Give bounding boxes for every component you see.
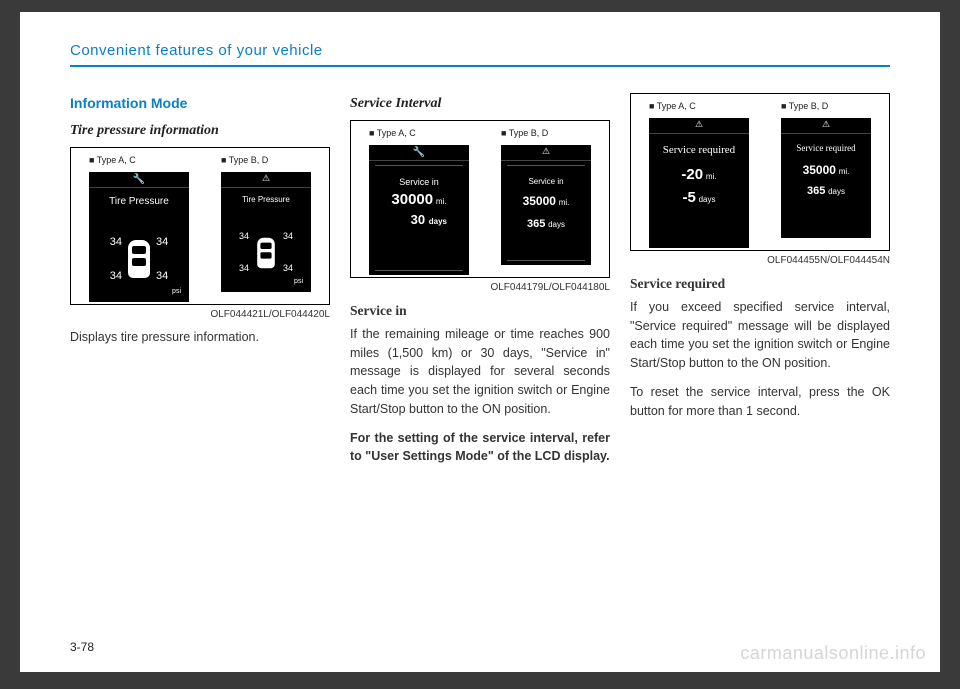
wrench-icon: 🔧	[413, 145, 425, 160]
days-value: -5	[682, 189, 695, 206]
heading-information-mode: Information Mode	[70, 93, 330, 114]
miles-unit: mi.	[839, 167, 850, 176]
heading-tire-pressure: Tire pressure information	[70, 120, 330, 141]
miles-value: -20	[681, 166, 703, 183]
figure-caption: OLF044455N/OLF044454N	[630, 253, 890, 268]
heading-service-interval: Service Interval	[350, 93, 610, 114]
screen-title: Tire Pressure	[221, 194, 311, 206]
subheading-service-in: Service in	[350, 301, 610, 321]
tire-fr: 34	[283, 230, 293, 244]
lcd-screen-tire-b: ⚠ Tire Pressure 34 34 34 34	[221, 172, 311, 292]
tire-fr: 34	[156, 234, 168, 251]
wrench-icon: 🔧	[133, 172, 145, 187]
days-value: 30	[411, 212, 425, 227]
screen-group-b: ■ Type B, D ⚠ Service in 35000 mi. 365 d…	[501, 127, 591, 265]
screen-title: Tire Pressure	[89, 194, 189, 209]
type-label-ac: ■ Type A, C	[89, 154, 189, 168]
miles-unit: mi.	[706, 172, 717, 181]
content-columns: Information Mode Tire pressure informati…	[70, 93, 890, 476]
miles-value: 35000	[803, 163, 836, 177]
subheading-service-required: Service required	[630, 274, 890, 294]
manual-page: Convenient features of your vehicle Info…	[20, 12, 940, 672]
service-in-label: Service in	[369, 176, 469, 190]
figure-tire-pressure: ■ Type A, C 🔧 Tire Pressure 34 34	[70, 147, 330, 305]
car-icon	[128, 240, 150, 278]
screen-group-a: ■ Type A, C ⚠ Service required -20 mi. -…	[649, 100, 749, 248]
days-unit: days	[828, 187, 845, 196]
lcd-screen-tire-a: 🔧 Tire Pressure 34 34 34 34	[89, 172, 189, 302]
service-in-label: Service in	[501, 176, 591, 188]
lcd-screen-service-b: ⚠ Service in 35000 mi. 365 days	[501, 145, 591, 265]
body-text: If you exceed specified service interval…	[630, 298, 890, 373]
miles-unit: mi.	[436, 197, 447, 206]
body-text: If the remaining mileage or time reaches…	[350, 325, 610, 419]
figure-caption: OLF044179L/OLF044180L	[350, 280, 610, 295]
service-required-title: Service required	[649, 142, 749, 159]
warn-icon: ⚠	[822, 118, 830, 132]
lcd-screen-required-a: ⚠ Service required -20 mi. -5 days	[649, 118, 749, 248]
column-2: Service Interval ■ Type A, C 🔧 Service i…	[350, 93, 610, 476]
column-3: ■ Type A, C ⚠ Service required -20 mi. -…	[630, 93, 890, 476]
miles-value: 35000	[523, 194, 556, 208]
days-value: 365	[527, 218, 545, 230]
lcd-screen-required-b: ⚠ Service required 35000 mi. 365 days	[781, 118, 871, 238]
figure-caption: OLF044421L/OLF044420L	[70, 307, 330, 322]
tire-rr: 34	[283, 262, 293, 276]
tire-rl: 34	[110, 268, 122, 285]
days-value: 365	[807, 185, 825, 197]
lcd-screen-service-a: 🔧 Service in 30000 mi. 30 days	[369, 145, 469, 275]
type-label-bd: ■ Type B, D	[501, 127, 591, 141]
figure-service-required: ■ Type A, C ⚠ Service required -20 mi. -…	[630, 93, 890, 251]
miles-unit: mi.	[559, 198, 570, 207]
column-1: Information Mode Tire pressure informati…	[70, 93, 330, 476]
type-label-bd: ■ Type B, D	[221, 154, 311, 168]
days-unit: days	[548, 220, 565, 229]
tire-fl: 34	[110, 234, 122, 251]
warn-icon: ⚠	[542, 145, 550, 159]
psi-unit: psi	[172, 287, 181, 298]
warn-icon: ⚠	[262, 172, 270, 186]
miles-value: 30000	[391, 191, 433, 208]
screen-group-a: ■ Type A, C 🔧 Service in 30000 mi. 30 da…	[369, 127, 469, 275]
days-unit: days	[429, 217, 447, 226]
psi-unit: psi	[294, 277, 303, 288]
figure-service-in: ■ Type A, C 🔧 Service in 30000 mi. 30 da…	[350, 120, 610, 278]
body-text: To reset the service interval, press the…	[630, 383, 890, 421]
warn-icon: ⚠	[695, 118, 703, 132]
tire-rl: 34	[239, 262, 249, 276]
tire-fl: 34	[239, 230, 249, 244]
page-number: 3-78	[70, 640, 94, 654]
days-unit: days	[699, 195, 716, 204]
screen-group-b: ■ Type B, D ⚠ Service required 35000 mi.…	[781, 100, 871, 238]
type-label-bd: ■ Type B, D	[781, 100, 871, 114]
body-text: Displays tire pressure information.	[70, 328, 330, 347]
tire-rr: 34	[156, 268, 168, 285]
screen-group-a: ■ Type A, C 🔧 Tire Pressure 34 34	[89, 154, 189, 302]
screen-group-b: ■ Type B, D ⚠ Tire Pressure 34 34	[221, 154, 311, 292]
type-label-ac: ■ Type A, C	[369, 127, 469, 141]
type-label-ac: ■ Type A, C	[649, 100, 749, 114]
car-icon	[257, 237, 275, 267]
section-header: Convenient features of your vehicle	[70, 42, 890, 67]
body-text-bold: For the setting of the service interval,…	[350, 429, 610, 467]
watermark: carmanualsonline.info	[740, 643, 926, 664]
service-required-title: Service required	[781, 142, 871, 156]
